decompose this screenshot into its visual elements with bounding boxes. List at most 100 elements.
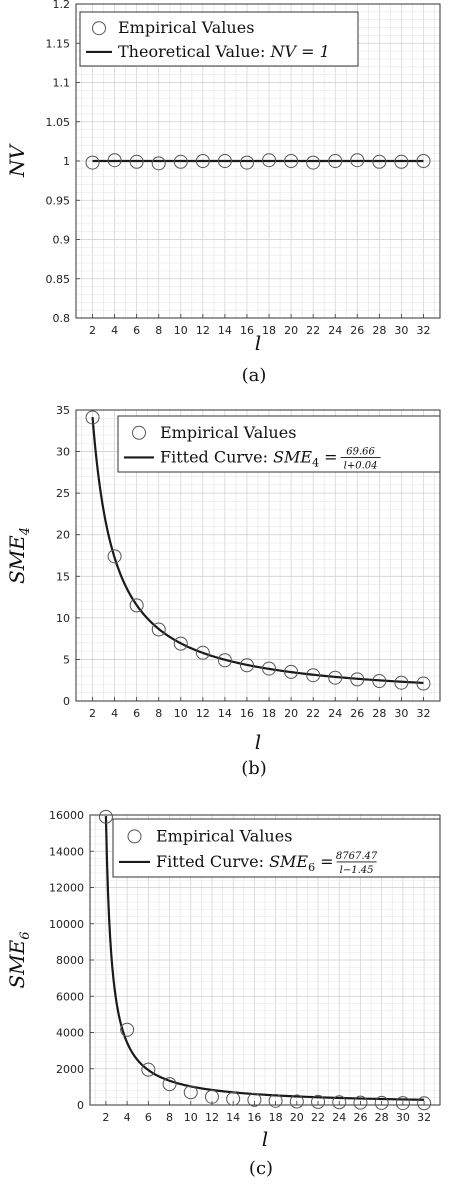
data-point	[350, 153, 365, 168]
data-point	[332, 1095, 347, 1110]
legend: Empirical Values Fitted Curve: SME6 = 876…	[112, 818, 441, 878]
y-tick-label: 4000	[56, 1027, 84, 1040]
legend-label-equals: =	[319, 447, 338, 466]
y-tick-label: 1	[63, 155, 70, 168]
y-axis-label-subscript: 4	[18, 527, 33, 536]
y-tick-label: 1.15	[46, 37, 71, 50]
y-tick-label: 1.05	[46, 116, 71, 129]
data-point	[129, 154, 144, 169]
legend-label-math: SME	[273, 447, 312, 466]
x-tick-label: 2	[89, 707, 96, 720]
data-point	[107, 153, 122, 168]
data-point	[306, 155, 321, 170]
data-point	[129, 598, 144, 613]
x-axis-label: l	[255, 730, 261, 754]
data-point	[107, 549, 122, 564]
y-tick-label: 1.1	[53, 77, 71, 90]
chart-panel-3: 2 4 6 8 10 12 14 16 18 20 22 24 26 28 30 32020004000600…	[5, 809, 441, 1179]
y-tick-label: 12000	[49, 882, 84, 895]
y-tick-label: 0.9	[53, 234, 71, 247]
x-tick-label: 10	[174, 324, 188, 337]
legend-marker-symbol	[132, 425, 146, 440]
data-point	[151, 156, 166, 171]
x-tick-label: 4	[124, 1111, 131, 1124]
y-tick-label: 10000	[49, 918, 84, 931]
x-tick-label: 30	[396, 1111, 410, 1124]
x-tick-label: 32	[416, 707, 430, 720]
legend-box	[117, 415, 441, 473]
data-point	[162, 1077, 177, 1092]
y-tick-label: 25	[56, 487, 70, 500]
legend-fraction-numerator: 8767.47	[336, 851, 378, 862]
y-tick-label: 8000	[56, 954, 84, 967]
legend-label-fit: Fitted Curve: SME4 =	[160, 447, 338, 469]
x-tick-label: 8	[155, 324, 162, 337]
legend-marker-symbol	[127, 829, 142, 844]
x-tick-label: 28	[375, 1111, 389, 1124]
x-tick-label: 2	[89, 324, 96, 337]
data-point	[173, 636, 188, 651]
data-point	[284, 154, 299, 168]
legend: Empirical Values Fitted Curve: SME4 = 69.…	[117, 415, 441, 473]
x-tick-label: 12	[196, 707, 210, 720]
x-tick-label: 12	[196, 324, 210, 337]
y-axis-label-main: SME	[5, 939, 29, 988]
data-point	[372, 674, 387, 689]
data-point	[328, 670, 343, 685]
legend: Empirical Values Theoretical Value: NV = …	[79, 11, 359, 67]
x-tick-label: 28	[372, 707, 386, 720]
x-tick-label: 8	[166, 1111, 173, 1124]
panel-caption: (c)	[249, 1158, 273, 1179]
y-tick-label: 30	[56, 446, 70, 459]
x-tick-label: 22	[311, 1111, 325, 1124]
data-point	[416, 154, 431, 168]
x-tick-label: 24	[328, 707, 342, 720]
x-tick-label: 28	[372, 324, 386, 337]
x-tick-label: 2	[102, 1111, 109, 1124]
data-point	[394, 675, 409, 690]
data-point	[395, 1096, 410, 1111]
legend-label-prefix: Fitted Curve:	[160, 447, 273, 466]
y-tick-label: 1.2	[53, 0, 71, 11]
data-point	[98, 809, 113, 824]
data-point	[394, 154, 409, 169]
chart-panel-1: 2 4 6 8 10 12 14 16 18 20 22 24 26 28 30 320.80.850.90.…	[5, 0, 441, 386]
data-point	[372, 154, 387, 169]
legend-label-empirical: Empirical Values	[160, 423, 296, 442]
x-tick-label: 20	[290, 1111, 304, 1124]
x-tick-label: 6	[133, 707, 140, 720]
data-point	[141, 1062, 156, 1077]
x-tick-label: 8	[155, 707, 162, 720]
data-point	[217, 154, 232, 168]
data-point	[416, 676, 431, 691]
x-tick-label: 6	[133, 324, 140, 337]
y-tick-label: 14000	[49, 845, 84, 858]
legend-label-subscript: 6	[308, 861, 315, 874]
x-tick-label: 16	[240, 707, 254, 720]
y-tick-label: 0.95	[46, 194, 71, 207]
data-point	[417, 1096, 432, 1111]
legend-label-empirical: Empirical Values	[156, 826, 292, 845]
data-point	[85, 410, 100, 425]
data-point	[195, 645, 210, 660]
x-tick-label: 24	[332, 1111, 346, 1124]
legend-label-math: NV = 1	[269, 42, 329, 61]
x-tick-label: 14	[218, 324, 232, 337]
data-point	[284, 664, 299, 679]
legend-label-empirical: Empirical Values	[118, 18, 254, 37]
data-point	[239, 658, 254, 673]
y-axis-label: SME4	[5, 527, 33, 584]
data-point	[120, 1022, 135, 1037]
x-tick-label: 26	[353, 1111, 367, 1124]
y-tick-label: 20	[56, 529, 70, 542]
fitted-curve	[104, 816, 425, 1101]
x-tick-label: 16	[240, 324, 254, 337]
legend-fraction-denominator: l+0.04	[344, 460, 378, 471]
x-tick-label: 6	[145, 1111, 152, 1124]
legend-marker-symbol	[92, 21, 106, 36]
data-point	[239, 155, 254, 170]
x-tick-label: 12	[205, 1111, 219, 1124]
data-point	[268, 1093, 283, 1108]
legend-label-fit: Theoretical Value: NV = 1	[118, 42, 330, 61]
